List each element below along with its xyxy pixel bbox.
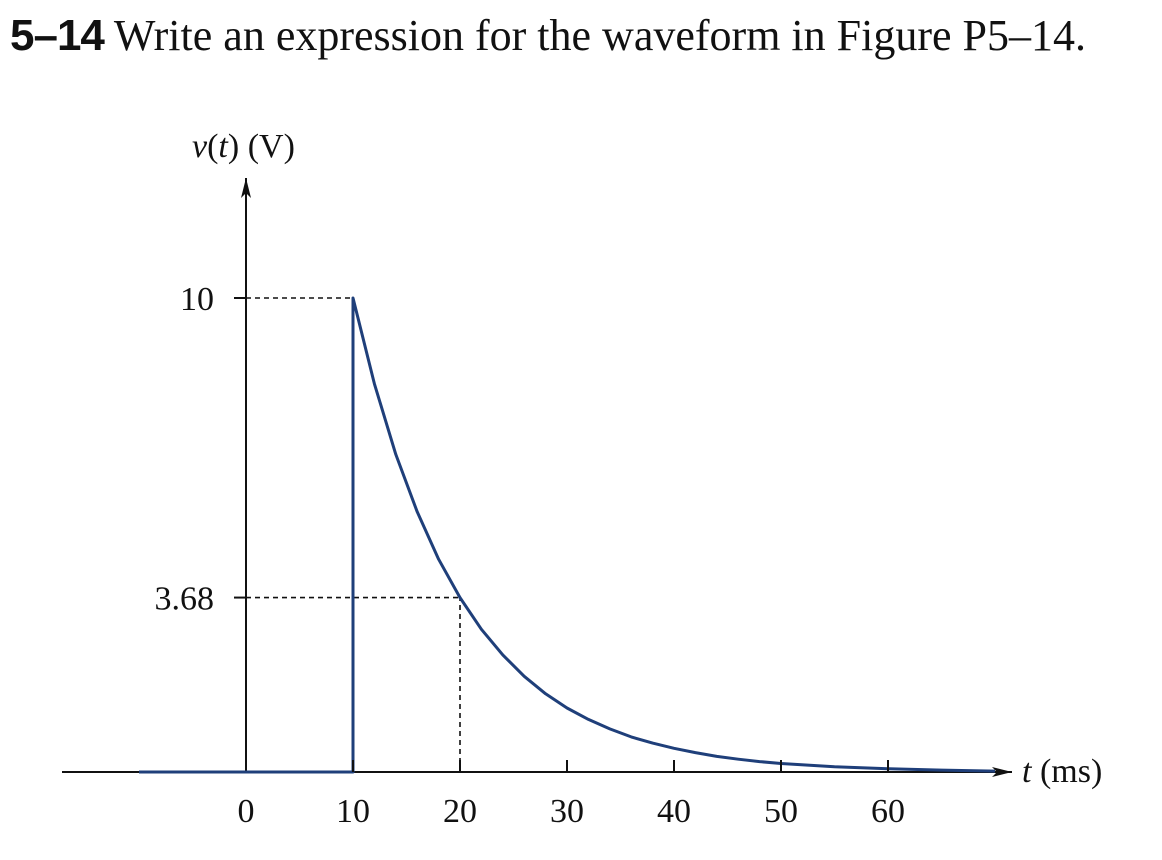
y-axis-label-unit: (V) — [248, 128, 295, 165]
problem-statement: 5–14 Write an expression for the waveform… — [10, 10, 1086, 62]
x-tick-label-0: 0 — [238, 793, 255, 830]
x-tick-label-30: 30 — [550, 793, 584, 830]
problem-number: 5–14 — [10, 11, 105, 60]
x-axis-label-unit: (ms) — [1040, 753, 1102, 790]
y-tick-label-1: 3.68 — [155, 581, 215, 618]
x-tick-label-20: 20 — [443, 793, 477, 830]
x-tick-label-10: 10 — [336, 793, 370, 830]
x-tick-label-40: 40 — [657, 793, 691, 830]
x-tick-label-50: 50 — [764, 793, 798, 830]
x-axis-label-var: t — [1022, 753, 1033, 790]
y-axis-label-arg: t — [218, 128, 229, 165]
x-axis-label: t (ms) — [1022, 753, 1102, 790]
y-axis-label-fn: v — [192, 128, 208, 165]
waveform-series-1 — [139, 296, 996, 774]
y-axis-label: v(t) (V) — [192, 128, 295, 165]
x-tick-label-60: 60 — [871, 793, 905, 830]
y-tick-label-0: 10 — [180, 281, 214, 318]
problem-text: Write an expression for the waveform in … — [113, 11, 1086, 60]
